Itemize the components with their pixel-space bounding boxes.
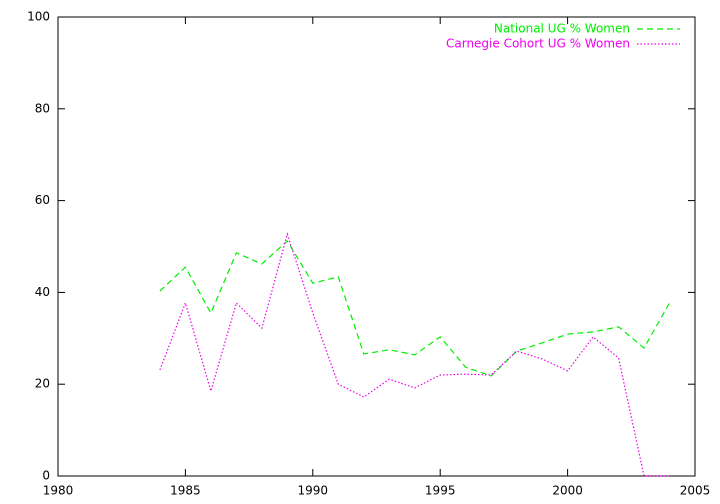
x-tick-label: 1985 <box>170 484 201 498</box>
series-line <box>159 240 671 377</box>
plot-frame <box>57 16 696 477</box>
y-tick-label: 20 <box>35 377 50 391</box>
x-tick-label: 1995 <box>425 484 456 498</box>
series-line <box>159 231 670 477</box>
x-tick-label: 2005 <box>680 484 711 498</box>
x-tick-label: 2000 <box>552 484 583 498</box>
y-tick-label: 0 <box>42 469 50 483</box>
y-tick-label: 100 <box>27 10 50 24</box>
y-tick-label: 60 <box>35 193 50 207</box>
legend-label: National UG % Women <box>494 22 630 36</box>
x-tick-label: 1980 <box>43 484 74 498</box>
y-tick-label: 40 <box>35 285 50 299</box>
y-tick-label: 80 <box>35 101 50 115</box>
legend-label: Carnegie Cohort UG % Women <box>446 37 630 51</box>
x-tick-label: 1990 <box>298 484 329 498</box>
